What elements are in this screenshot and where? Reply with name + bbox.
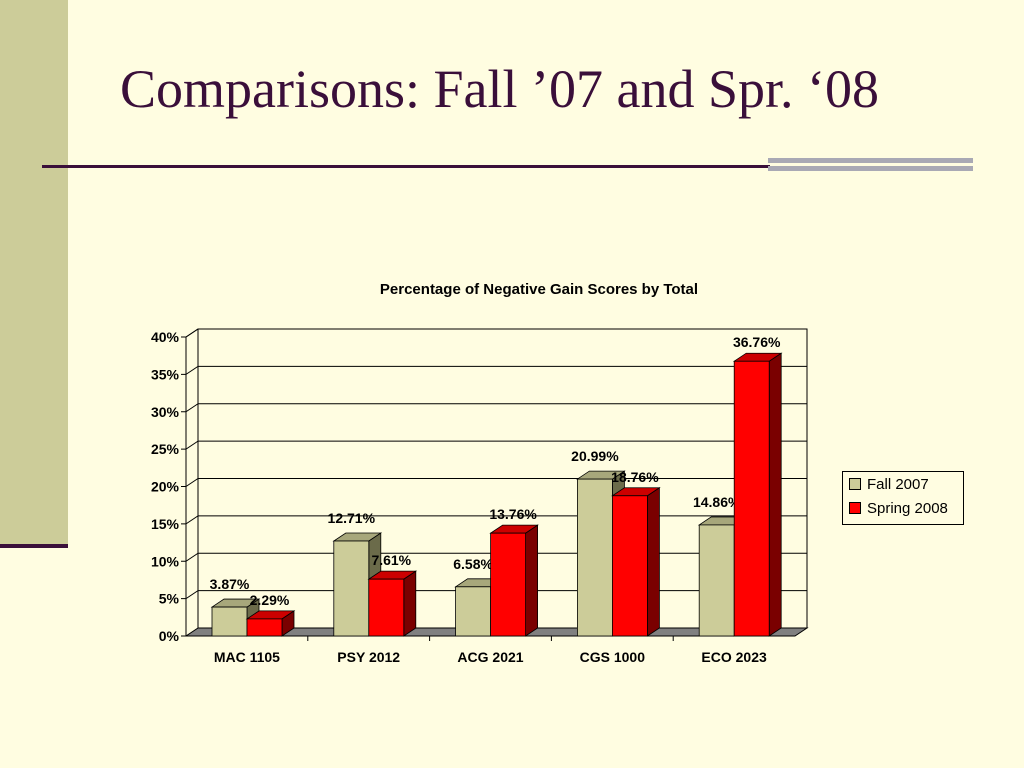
y-tick-label: 20% (151, 479, 180, 495)
bar-fall-2007 (211, 606, 248, 637)
data-label-fall-2007: 12.71% (328, 510, 376, 526)
bar-spring-2008 (246, 618, 283, 637)
bar-spring-2008 (490, 532, 527, 637)
gridline-side (185, 590, 199, 600)
bar-fall-2007 (455, 586, 492, 637)
bar-side-spring-2008 (768, 352, 782, 637)
x-tick-label: CGS 1000 (580, 649, 646, 665)
y-tick-label: 35% (151, 366, 180, 382)
bar-side-spring-2008 (647, 487, 660, 637)
left-decor-line (0, 544, 68, 548)
gridline-side (185, 515, 199, 525)
bar-fall-2007 (333, 540, 370, 637)
data-label-spring-2008: 7.61% (371, 552, 411, 568)
data-label-spring-2008: 2.29% (250, 592, 290, 608)
gridline-side (185, 365, 199, 375)
gridline-side (185, 478, 199, 487)
bar-side-spring-2008 (403, 570, 417, 637)
y-tick-label: 25% (151, 441, 180, 457)
gridline-side (185, 552, 199, 562)
y-tick-label: 40% (151, 329, 180, 345)
bar-fall-2007 (577, 478, 613, 637)
legend-label-spring-2008: Spring 2008 (867, 499, 948, 517)
legend-label-fall-2007: Fall 2007 (867, 475, 929, 493)
legend-swatch-fall-2007 (849, 478, 861, 490)
slide-title: Comparisons: Fall ’07 and Spr. ‘08 (120, 59, 879, 119)
bar-spring-2008 (733, 360, 770, 637)
chart-legend: Fall 2007 Spring 2008 (842, 471, 964, 525)
bar-spring-2008 (368, 578, 405, 637)
gridline-side (185, 403, 199, 413)
data-label-spring-2008: 36.76% (733, 334, 781, 350)
data-label-fall-2007: 3.87% (210, 576, 250, 592)
legend-item-fall-2007: Fall 2007 (843, 472, 963, 496)
gridline-side (185, 328, 199, 338)
title-underline (42, 165, 770, 168)
bar-spring-2008 (612, 495, 648, 637)
data-label-fall-2007: 6.58% (453, 556, 493, 572)
data-label-spring-2008: 18.76% (611, 469, 659, 485)
gridline-side (185, 440, 199, 450)
bar-fall-2007 (698, 524, 735, 637)
y-tick-label: 10% (151, 553, 180, 569)
y-tick-label: 5% (159, 591, 180, 607)
x-tick-label: ACG 2021 (457, 649, 523, 665)
y-tick-label: 30% (151, 404, 180, 420)
x-tick-label: MAC 1105 (214, 649, 280, 665)
legend-swatch-spring-2008 (849, 502, 861, 514)
x-tick-label: PSY 2012 (337, 649, 400, 665)
y-tick-label: 15% (151, 516, 180, 532)
title-accent-bars (768, 158, 973, 179)
data-label-spring-2008: 13.76% (489, 506, 537, 522)
left-decor-band (0, 0, 68, 546)
data-label-fall-2007: 14.86% (693, 494, 741, 510)
y-tick-label: 0% (159, 628, 180, 644)
data-label-fall-2007: 20.99% (571, 448, 619, 464)
chart-title: Percentage of Negative Gain Scores by To… (380, 281, 698, 298)
bar-side-spring-2008 (525, 524, 538, 637)
legend-item-spring-2008: Spring 2008 (843, 496, 963, 520)
x-tick-label: ECO 2023 (701, 649, 767, 665)
